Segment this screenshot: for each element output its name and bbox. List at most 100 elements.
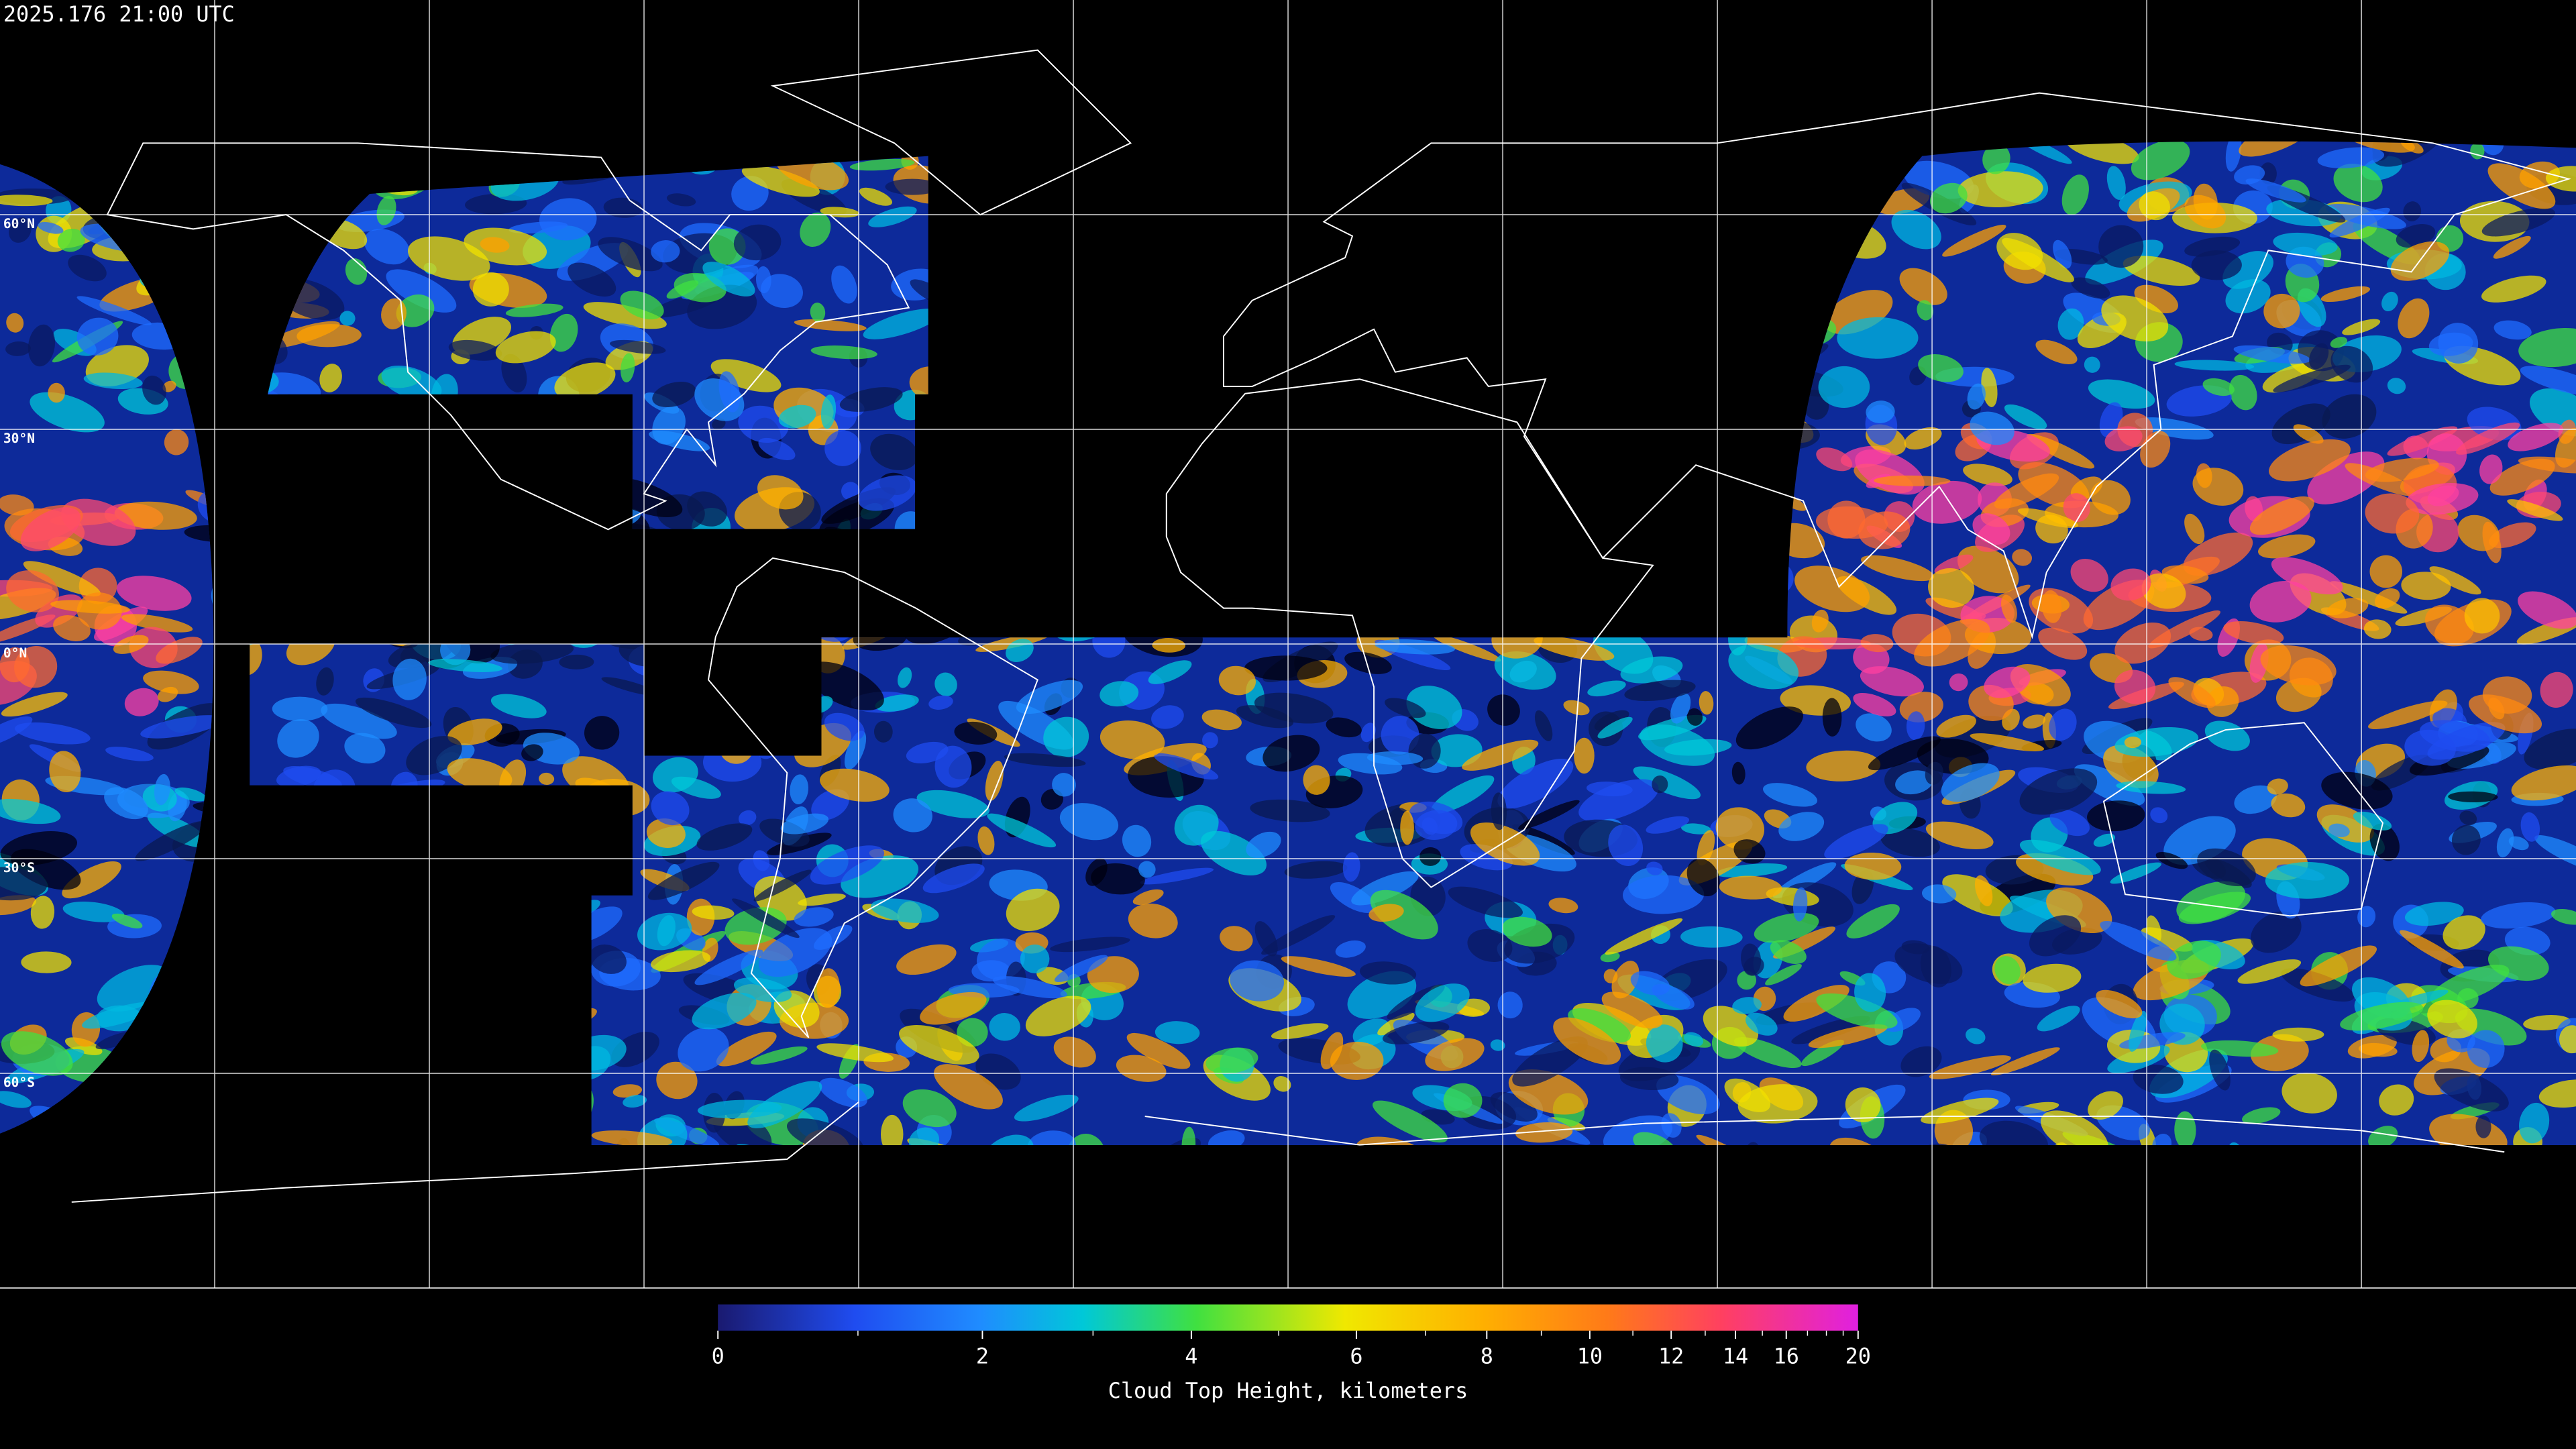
cloud-patch xyxy=(355,697,432,729)
colorbar-tick-label: 14 xyxy=(1723,1344,1748,1369)
cloud-patch xyxy=(2114,669,2156,704)
cloud-patch xyxy=(652,757,698,793)
cloud-patch xyxy=(6,313,24,333)
cloud-patch xyxy=(2023,963,2082,993)
cloud-patch xyxy=(2184,195,2226,229)
cloud-patch xyxy=(495,331,556,364)
cloud-patch xyxy=(30,392,105,433)
cloud-patch xyxy=(1244,655,1328,681)
cloud-patch xyxy=(1611,961,1640,999)
cloud-patch xyxy=(2106,166,2126,200)
cloud-patch xyxy=(2002,237,2074,282)
colorbar-tick-label: 10 xyxy=(1577,1344,1603,1369)
cloud-patch xyxy=(2511,765,2576,801)
cloud-patch xyxy=(2398,298,2430,339)
cloud-patch xyxy=(505,303,564,317)
cloud-patch xyxy=(1949,673,1968,692)
cloud-patch xyxy=(1990,1047,2060,1076)
cloud-patch xyxy=(2133,1064,2184,1094)
cloud-patch xyxy=(982,1134,1034,1145)
cloud-patch xyxy=(1351,871,1419,906)
cloud-patch xyxy=(2263,293,2300,329)
cloud-patch xyxy=(2427,1000,2477,1038)
cloud-patch xyxy=(0,716,33,747)
cloud-patch xyxy=(1067,1134,1106,1145)
colorbar-tick-label: 2 xyxy=(976,1344,989,1369)
cloud-patch xyxy=(1053,1036,1096,1068)
cloud-patch xyxy=(1502,916,1552,947)
cloud-patch xyxy=(2400,930,2464,969)
cloud-patch xyxy=(753,869,812,902)
cloud-patch xyxy=(2379,1084,2414,1116)
cloud-patch xyxy=(733,224,782,261)
cloud-patch xyxy=(870,433,918,470)
cloud-patch xyxy=(820,768,890,802)
cloud-patch xyxy=(2456,422,2520,455)
cloud-patch xyxy=(816,968,841,1008)
cloud-patch xyxy=(1918,354,1964,382)
cloud-patch xyxy=(906,741,949,763)
graticule xyxy=(0,0,2576,1288)
cloud-patch xyxy=(0,195,53,207)
cloud-patch xyxy=(2206,686,2239,717)
cloud-patch xyxy=(2387,378,2406,394)
cloud-patch xyxy=(989,1013,1020,1041)
cloud-patch xyxy=(1608,824,1644,866)
cloud-patch xyxy=(2272,1027,2324,1042)
cloud-patch xyxy=(1811,609,1829,633)
cloud-patch xyxy=(1630,971,1670,996)
cloud-patch xyxy=(738,810,757,826)
cloud-patch xyxy=(977,826,995,855)
cloud-patch xyxy=(1719,875,1782,900)
cloud-patch xyxy=(1050,936,1130,953)
cloud-patch xyxy=(1132,889,1164,905)
cloud-patch xyxy=(1431,775,1495,814)
cloud-patch xyxy=(934,672,957,696)
cloud-patch xyxy=(1646,861,1663,875)
cloud-patch xyxy=(1370,890,1438,940)
cloud-patch xyxy=(1099,720,1165,759)
cloud-patch xyxy=(1633,1132,1677,1145)
cloud-patch xyxy=(2317,147,2385,168)
cloud-patch xyxy=(1728,644,1799,690)
coastline xyxy=(2102,722,2384,917)
cloud-patch xyxy=(1982,144,2010,174)
cloud-patch xyxy=(1914,619,1990,667)
cloud-patch xyxy=(757,475,804,510)
cloud-patch xyxy=(2267,778,2288,795)
cloud-patch xyxy=(549,313,578,352)
cloud-patch xyxy=(859,187,893,206)
cloud-patch xyxy=(753,850,770,871)
cloud-patch xyxy=(591,1130,673,1145)
cloud-patch xyxy=(954,721,998,745)
cloud-patch xyxy=(1733,1037,1802,1069)
cloud-patch xyxy=(1640,724,1715,766)
cloud-patch xyxy=(406,736,462,775)
cloud-patch xyxy=(1515,1122,1573,1143)
cloud-patch xyxy=(1680,926,1743,948)
cloud-patch xyxy=(1148,660,1192,684)
cloud-patch xyxy=(2049,708,2077,741)
colorbar-tick-label: 4 xyxy=(1185,1344,1197,1369)
cloud-patch xyxy=(1054,955,1108,983)
cloud-patch xyxy=(2300,945,2377,987)
cloud-patch xyxy=(2071,277,2110,299)
cloud-patch xyxy=(0,1091,32,1108)
cloud-patch xyxy=(2057,308,2084,340)
cloud-patch xyxy=(1205,1047,1258,1074)
cloud-patch xyxy=(710,359,782,392)
cloud-patch xyxy=(2369,555,2403,588)
cloud-patch xyxy=(2481,902,2556,929)
cloud-patch xyxy=(1743,957,1764,976)
cloud-patch xyxy=(23,561,101,597)
cloud-patch xyxy=(2141,573,2186,609)
cloud-patch xyxy=(114,501,197,530)
cloud-patch xyxy=(142,375,166,405)
cloud-patch xyxy=(1808,1024,1888,1049)
cloud-patch xyxy=(2088,379,2155,409)
cloud-patch xyxy=(28,324,56,367)
cloud-patch xyxy=(345,258,368,285)
cloud-patch xyxy=(2381,291,2398,312)
cloud-patch xyxy=(111,913,143,928)
cloud-patch xyxy=(0,798,61,824)
